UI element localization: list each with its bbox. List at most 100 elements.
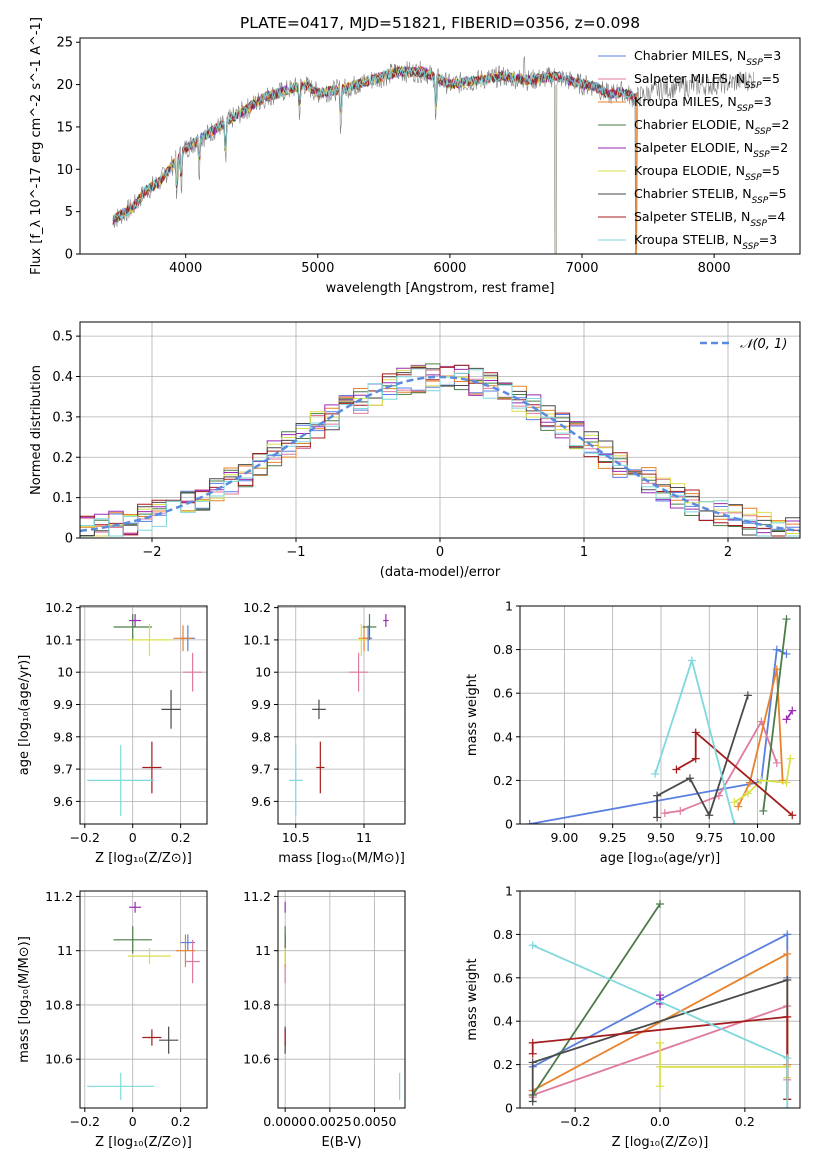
x-tick-label: 10.00: [740, 830, 776, 845]
legend-label-salpeter-miles: Salpeter MILES, NSSP=5: [634, 71, 780, 91]
y-tick-label: 10.8: [243, 997, 271, 1012]
errorbar-chabrier-stelib: [312, 699, 326, 720]
x-axis-label: age [log₁₀(age/yr)]: [600, 851, 721, 866]
gaussian-curve: [80, 375, 800, 533]
weight-marker-salpeter-elodie: [788, 706, 797, 715]
x-tick-label: 0: [129, 1114, 137, 1129]
weight-marker-chabrier-stelib: [528, 1058, 537, 1067]
axes-frame: [79, 321, 801, 539]
y-tick-label: 0.4: [493, 729, 513, 744]
weight-marker-kroupa-elodie: [730, 798, 739, 807]
plot-area: [288, 614, 389, 816]
errorbar-chabrier-elodie: [362, 614, 377, 640]
y-tick-label: 0.6: [493, 970, 513, 985]
x-tick-label: 0.2: [171, 1114, 191, 1129]
weight-marker-kroupa-elodie: [656, 1062, 664, 1071]
legend-label-chabrier-stelib: Chabrier STELIB, NSSP=5: [634, 186, 787, 206]
y-tick-label: 0.6: [493, 686, 513, 701]
x-tick-label: 0.0000: [263, 1114, 307, 1129]
x-tick-label: 10.5: [282, 830, 310, 845]
weight-marker-chabrier-stelib: [783, 975, 792, 984]
weight-marker-salpeter-miles: [772, 758, 781, 767]
x-tick-label: 2: [724, 545, 732, 560]
y-tick-label: 10.8: [45, 997, 73, 1012]
errorbar-kroupa-stelib: [87, 744, 155, 816]
y-tick-label: 11: [57, 943, 73, 958]
weight-marker-kroupa-stelib: [783, 1104, 792, 1108]
y-tick-label: 9.8: [53, 729, 73, 744]
x-tick-label: 7000: [565, 261, 598, 276]
y-tick-label: 9.8: [251, 729, 271, 744]
y-tick-label: 0.4: [493, 1014, 513, 1029]
plot-area: [525, 615, 797, 824]
y-tick-label: 0.5: [52, 330, 73, 345]
figure-title: PLATE=0417, MJD=51821, FIBERID=0356, z=0…: [240, 14, 640, 32]
y-axis-label: Normed distribution: [29, 365, 44, 495]
panel-mass-vs-Z: −0.2 0 0.2 10.6 10.8 11 11.2 Z [log₁₀(Z/Z⊙)] mas…: [17, 889, 208, 1150]
errorbar-chabrier-elodie: [113, 614, 152, 640]
weight-line-salpeter-elodie: [785, 710, 794, 720]
weight-marker-kroupa-elodie: [743, 789, 752, 798]
y-tick-label: 0: [65, 248, 73, 263]
weight-marker-chabrier-stelib: [653, 813, 662, 822]
x-tick-label: 9.75: [695, 830, 723, 845]
errorbar-salpeter-stelib: [142, 1029, 162, 1046]
legend-label-kroupa-stelib: Kroupa STELIB, NSSP=3: [634, 232, 777, 252]
x-axis-label: Z [log₁₀(Z/Z⊙)]: [612, 1135, 709, 1150]
weight-marker-chabrier-elodie: [656, 900, 664, 909]
errorbar-chabrier-elodie: [113, 926, 152, 954]
weight-marker-chabrier-stelib: [705, 811, 714, 820]
y-tick-label: 10.1: [243, 632, 271, 647]
histogram-kroupa-stelib: [80, 368, 800, 537]
weight-marker-chabrier-stelib: [685, 774, 694, 783]
weight-marker-kroupa-elodie: [782, 778, 791, 787]
x-axis-label: Z [log₁₀(Z/Z⊙)]: [95, 1135, 192, 1150]
x-tick-label: 0.2: [735, 1114, 755, 1129]
y-tick-label: 0: [505, 817, 513, 832]
errorbar-kroupa-miles: [173, 625, 193, 652]
y-axis-label: mass weight: [465, 674, 480, 756]
weight-marker-kroupa-elodie: [656, 1082, 664, 1091]
x-tick-label: 9.00: [550, 830, 578, 845]
plot-area: [284, 901, 401, 1100]
y-tick-label: 9.9: [251, 697, 271, 712]
axes-frame: [277, 890, 406, 1109]
y-tick-label: 9.9: [53, 697, 73, 712]
y-tick-label: 10.1: [45, 632, 73, 647]
x-tick-label: 0: [436, 545, 444, 560]
weight-marker-kroupa-stelib: [730, 820, 739, 824]
errorbar-kroupa-stelib: [87, 1072, 155, 1100]
weight-marker-salpeter-stelib: [528, 1049, 537, 1058]
axes-frame: [519, 605, 801, 825]
errorbar-kroupa-elodie: [357, 623, 366, 657]
weight-marker-chabrier-stelib: [743, 691, 752, 700]
weight-marker-kroupa-stelib: [783, 1054, 792, 1063]
weight-marker-salpeter-miles: [660, 809, 669, 818]
model-line-chabrier-stelib: [112, 65, 638, 222]
y-tick-label: 1: [505, 599, 513, 614]
x-tick-label: 0.0: [650, 1114, 670, 1129]
panel-residuals: −2 −1 0 1 2 0 0.1 0.2 0.3 0.4 0.5 (data-model)/erro…: [29, 321, 801, 580]
axes-frame: [79, 890, 208, 1109]
y-tick-label: 11: [255, 943, 271, 958]
axes-frame: [519, 890, 801, 1109]
errorbar-salpeter-miles: [185, 939, 200, 984]
axes-frame: [277, 605, 406, 825]
legend-label-salpeter-elodie: Salpeter ELODIE, NSSP=2: [634, 140, 788, 160]
weight-marker-chabrier-miles: [772, 645, 781, 654]
x-tick-label: −0.2: [560, 1114, 590, 1129]
y-tick-label: 0.3: [52, 410, 73, 425]
x-axis-label: E(B-V): [321, 1135, 361, 1150]
errorbar-salpeter-stelib: [142, 741, 162, 794]
errorbar-chabrier-stelib: [159, 1026, 179, 1054]
errorbar-salpeter-miles: [183, 652, 203, 692]
y-tick-label: 9.7: [251, 762, 271, 777]
weight-marker-chabrier-elodie: [782, 615, 791, 624]
weight-marker-kroupa-miles: [772, 665, 781, 674]
x-tick-label: 4000: [169, 261, 202, 276]
y-axis-label: age [log₁₀(age/yr)]: [17, 655, 32, 776]
panel-spectrum: 4000 5000 6000 7000 8000 0 5 10 15 20 25 wavelength…: [29, 17, 801, 296]
weight-marker-salpeter-elodie: [656, 991, 664, 1000]
errorbar-salpeter-miles: [349, 652, 369, 692]
